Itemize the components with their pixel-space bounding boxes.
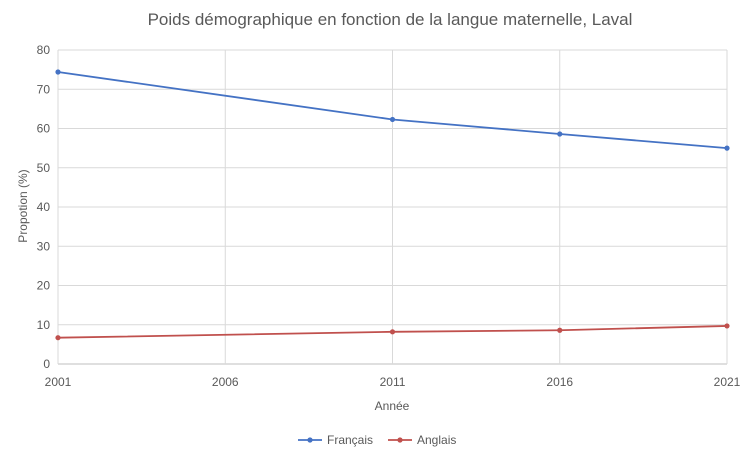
y-tick-label: 10	[37, 318, 51, 332]
data-point	[55, 69, 61, 75]
legend-label: Français	[327, 433, 373, 447]
y-tick-label: 80	[37, 43, 51, 57]
data-point	[724, 145, 730, 151]
data-point	[389, 329, 396, 335]
y-tick-label: 60	[37, 122, 51, 136]
chart-title: Poids démographique en fonction de la la…	[148, 10, 633, 29]
data-point	[724, 323, 730, 329]
y-tick-label: 20	[37, 279, 51, 293]
x-tick-label: 2001	[45, 375, 72, 389]
x-tick-label: 2011	[380, 375, 406, 389]
data-point	[557, 327, 563, 333]
x-tick-label: 2016	[546, 375, 573, 389]
y-tick-label: 0	[43, 357, 50, 371]
data-point	[557, 131, 563, 137]
data-point	[389, 116, 396, 123]
series-line-anglais	[57, 325, 728, 339]
x-tick-label: 2006	[212, 375, 239, 389]
legend-marker	[307, 437, 313, 443]
y-tick-label: 40	[37, 200, 51, 214]
x-tick-label: 2021	[714, 375, 741, 389]
y-tick-label: 70	[37, 82, 51, 96]
legend-marker	[397, 437, 403, 443]
x-axis-label: Année	[375, 399, 410, 413]
y-tick-label: 50	[37, 161, 51, 175]
y-tick-label: 30	[37, 239, 51, 253]
y-axis-label: Propotion (%)	[16, 169, 30, 242]
series-line-francais	[57, 71, 728, 150]
legend-label: Anglais	[417, 433, 456, 447]
data-point	[55, 335, 61, 341]
